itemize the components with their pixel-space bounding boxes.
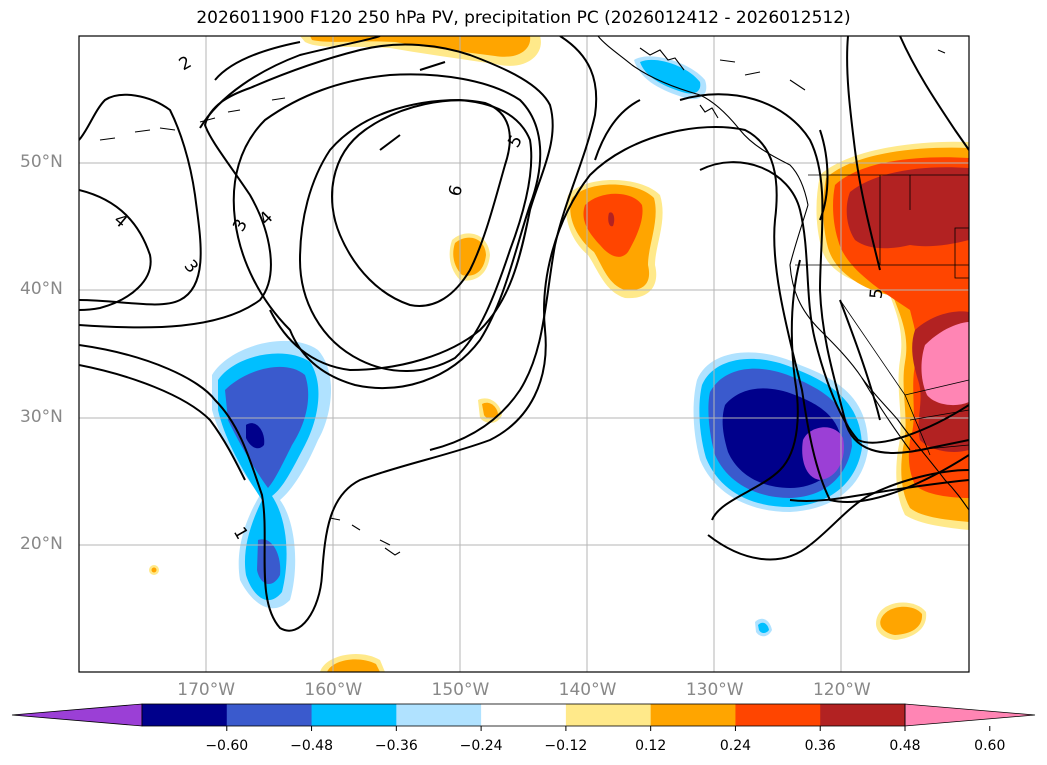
negative-precip-anomaly	[212, 56, 869, 637]
colorbar-tick-label: 0.36	[804, 738, 836, 754]
colorbar-tick-label: 0.12	[635, 738, 667, 754]
colorbar-bin	[311, 704, 397, 726]
colorbar-extension-high	[904, 703, 1036, 727]
colorbar-bin	[650, 704, 736, 726]
colorbar-extension-low	[11, 703, 143, 727]
colorbar-bin	[481, 704, 567, 726]
longitude-tick-label: 130°W	[685, 680, 744, 700]
contour-6	[331, 99, 511, 307]
longitude-tick-label: 160°W	[304, 680, 363, 700]
colorbar	[11, 703, 1036, 731]
latitude-tick-label: 20°N	[20, 533, 63, 554]
colorbar-bin	[735, 704, 821, 726]
colorbar-bin	[226, 704, 313, 726]
colorbar-tick-label: 0.24	[719, 738, 752, 754]
contour-4	[232, 73, 542, 389]
longitude-tick-label: 140°W	[558, 680, 617, 700]
map-frame	[78, 35, 970, 673]
map-area	[79, 36, 969, 672]
longitude-tick-label: 120°W	[812, 680, 871, 700]
contour-label: 6	[445, 183, 467, 199]
latitude-tick-label: 50°N	[20, 152, 63, 173]
colorbar-tick-label: 0.48	[889, 738, 921, 754]
contour-3	[79, 189, 152, 311]
coastlines	[99, 36, 969, 556]
colorbar-tick-label: −0.36	[374, 738, 418, 754]
colorbar-bin	[565, 704, 652, 726]
longitude-tick-label: 170°W	[177, 680, 236, 700]
contour-1	[79, 126, 969, 632]
colorbar-bin	[396, 704, 482, 726]
colorbar-tick-label: 0.60	[974, 738, 1006, 754]
longitude-tick-label: 150°W	[431, 680, 490, 700]
map-title: 2026011900 F120 250 hPa PV, precipitatio…	[196, 8, 851, 28]
contour-2	[79, 93, 202, 306]
positive-precip-anomaly	[149, 36, 969, 672]
colorbar-tick-label: −0.24	[459, 738, 503, 754]
contour-3b	[79, 43, 554, 372]
pv-contours	[79, 36, 969, 632]
colorbar-tick-label: −0.12	[544, 738, 588, 754]
colorbar-bin	[820, 704, 906, 726]
colorbar-bin	[142, 704, 228, 726]
colorbar-frame	[141, 703, 906, 727]
contour-label: 5	[867, 287, 888, 300]
latitude-tick-label: 30°N	[20, 406, 63, 427]
colorbar-tick-label: −0.48	[290, 738, 333, 754]
latitude-tick-label: 40°N	[20, 279, 63, 300]
colorbar-tick-label: −0.60	[205, 738, 249, 754]
